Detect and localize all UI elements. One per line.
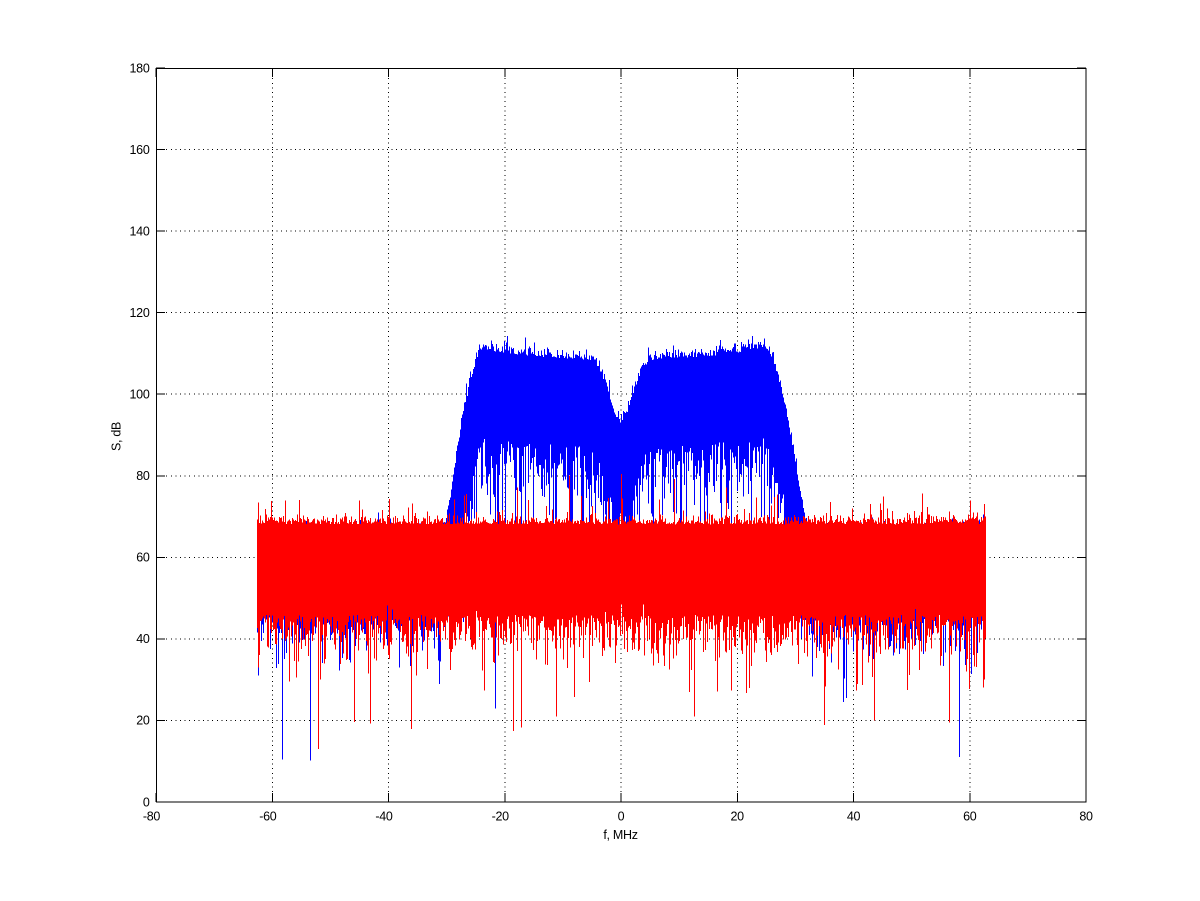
svg-text:20: 20: [731, 810, 745, 824]
svg-text:100: 100: [130, 388, 150, 402]
svg-text:0: 0: [618, 810, 625, 824]
svg-text:-40: -40: [375, 810, 393, 824]
svg-text:120: 120: [130, 306, 150, 320]
svg-text:60: 60: [963, 810, 977, 824]
svg-text:40: 40: [136, 632, 150, 646]
svg-text:60: 60: [136, 551, 150, 565]
svg-text:80: 80: [136, 469, 150, 483]
svg-text:-20: -20: [492, 810, 510, 824]
svg-text:f, MHz: f, MHz: [603, 828, 637, 842]
svg-text:160: 160: [130, 143, 150, 157]
svg-text:0: 0: [143, 795, 150, 809]
svg-text:20: 20: [136, 714, 150, 728]
svg-text:80: 80: [1079, 810, 1093, 824]
svg-text:140: 140: [130, 224, 150, 238]
svg-text:-60: -60: [259, 810, 277, 824]
svg-text:S, dB: S, dB: [110, 422, 124, 451]
svg-text:-80: -80: [143, 810, 161, 824]
svg-text:40: 40: [847, 810, 861, 824]
svg-text:180: 180: [130, 61, 150, 75]
